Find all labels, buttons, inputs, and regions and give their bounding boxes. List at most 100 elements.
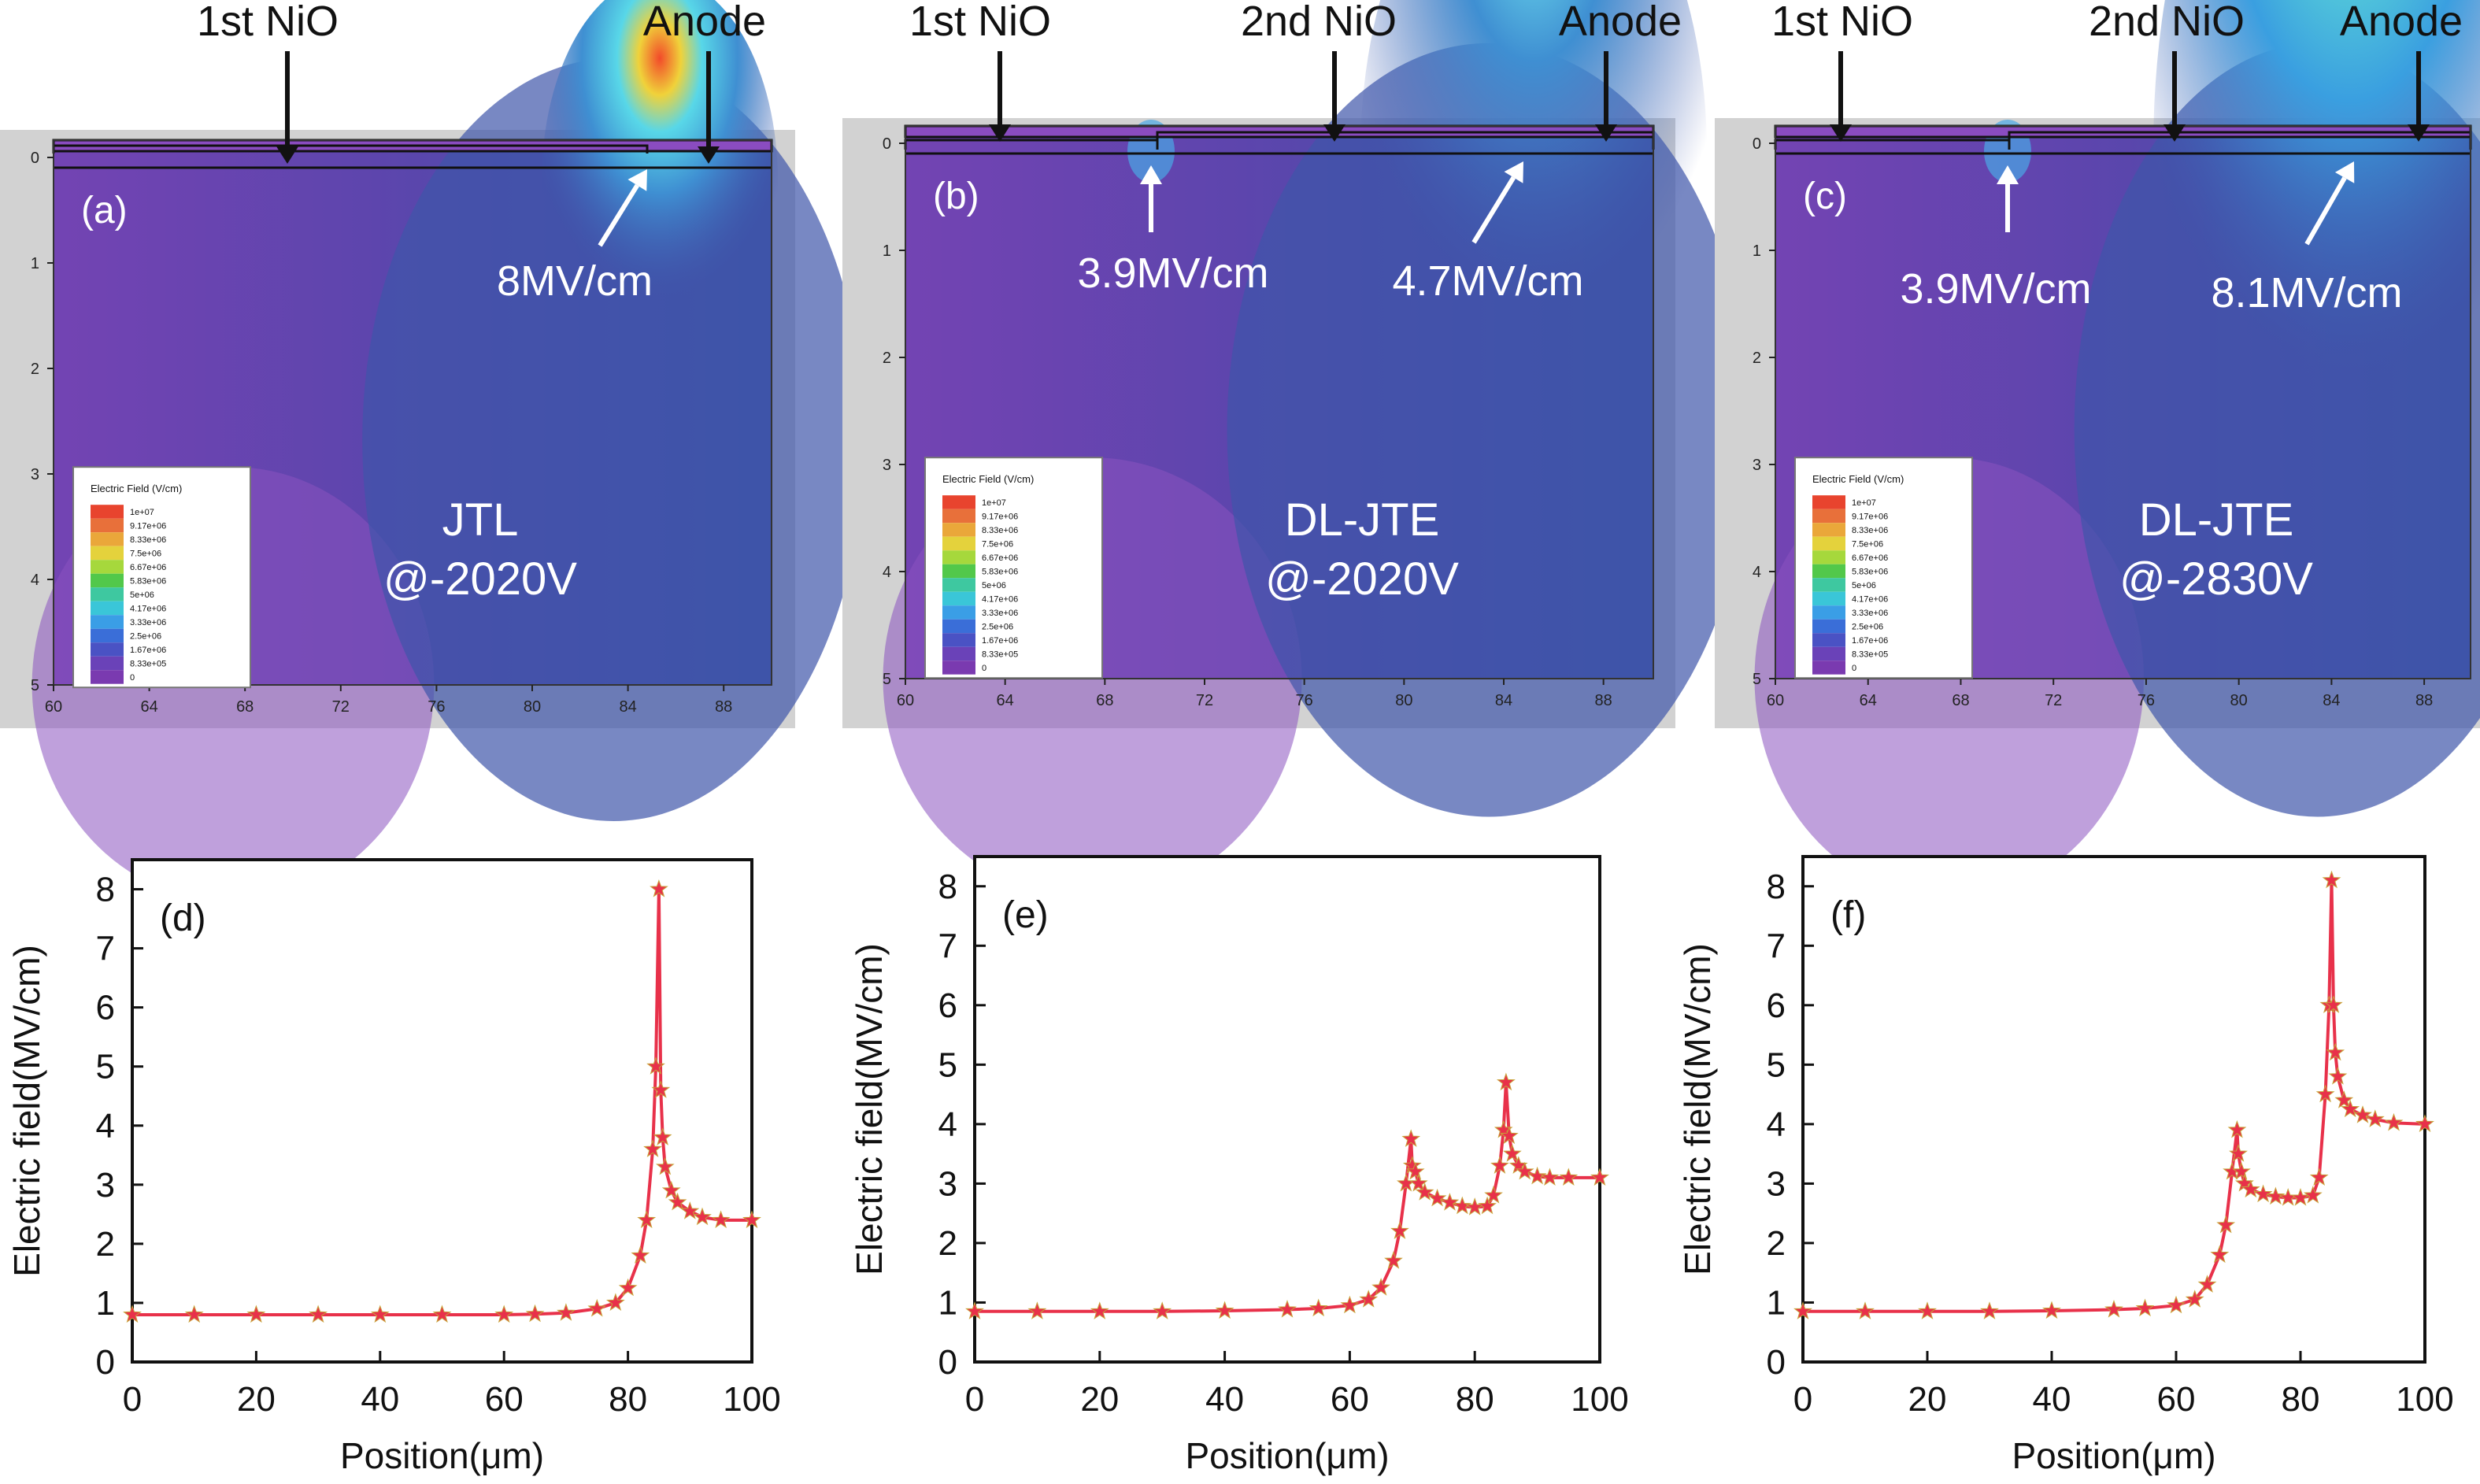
data-point bbox=[1278, 1299, 1297, 1318]
x-tick-label: 64 bbox=[997, 692, 1014, 709]
y-tick-label: 2 bbox=[938, 1224, 957, 1263]
legend-value: 6.67e+06 bbox=[982, 553, 1018, 563]
legend-swatch bbox=[942, 495, 975, 509]
y-tick-label: 2 bbox=[96, 1225, 115, 1264]
x-tick-label: 60 bbox=[2157, 1380, 2196, 1419]
x-tick-label: 84 bbox=[619, 698, 636, 716]
heatmap-panel: 60 64 68 72 76 80 84 88 0 1 2 3 4 5 (a) Electric Field … bbox=[0, 0, 865, 903]
x-tick-label: 0 bbox=[123, 1380, 142, 1419]
plot-frame bbox=[1801, 855, 2426, 1364]
y-tick-label: 3 bbox=[31, 466, 39, 483]
legend-value: 8.33e+05 bbox=[1852, 650, 1888, 660]
line-plot: 0 20 40 60 80 100 0 1 2 3 4 5 6 7 8 Position(μm) Electri… bbox=[849, 855, 1629, 1476]
legend-swatch bbox=[91, 532, 124, 546]
data-point bbox=[1527, 1166, 1547, 1185]
y-axis-label: Electric field(MV/cm) bbox=[6, 945, 47, 1277]
x-tick-label: 72 bbox=[1196, 692, 1213, 709]
data-point bbox=[651, 1080, 671, 1098]
legend-swatch bbox=[942, 550, 975, 564]
data-point bbox=[1090, 1301, 1109, 1319]
legend-value: 2.5e+06 bbox=[1852, 623, 1883, 632]
legend-swatch bbox=[942, 605, 975, 620]
legend-value: 0 bbox=[130, 673, 135, 683]
x-tick-label: 80 bbox=[524, 698, 541, 716]
data-point bbox=[656, 1156, 675, 1175]
data-point bbox=[742, 1210, 761, 1228]
legend-swatch bbox=[1812, 605, 1845, 620]
annotation-arrow-head bbox=[1323, 124, 1345, 142]
x-tick-label: 68 bbox=[1952, 692, 1969, 709]
panel-caption-title: JTL bbox=[442, 494, 519, 546]
y-tick-label: 7 bbox=[96, 930, 115, 968]
legend-value: 0 bbox=[1852, 664, 1856, 673]
data-point bbox=[1408, 1173, 1428, 1192]
panel-label: (f) bbox=[1830, 894, 1866, 936]
x-axis-label: Position(μm) bbox=[340, 1435, 544, 1476]
data-point bbox=[1453, 1196, 1472, 1215]
x-tick-label: 0 bbox=[965, 1380, 984, 1419]
y-tick-label: 1 bbox=[1753, 242, 1761, 260]
data-point bbox=[661, 1180, 681, 1199]
y-tick-label: 2 bbox=[1767, 1224, 1786, 1263]
data-point bbox=[631, 1245, 650, 1264]
legend-value: 5e+06 bbox=[130, 590, 154, 600]
x-tick-label: 76 bbox=[428, 698, 445, 716]
y-tick-label: 2 bbox=[1753, 350, 1761, 367]
data-point bbox=[711, 1210, 731, 1229]
data-point bbox=[2241, 1179, 2260, 1198]
annotation-arrow-head bbox=[698, 146, 720, 164]
legend-swatch bbox=[1812, 523, 1845, 537]
legend-value: 1e+07 bbox=[130, 508, 154, 517]
plot-border bbox=[53, 139, 772, 686]
y-tick-label: 8 bbox=[1767, 868, 1786, 906]
legend-swatch bbox=[1812, 578, 1845, 592]
x-tick-label: 64 bbox=[1860, 692, 1877, 709]
data-point bbox=[653, 1127, 672, 1145]
data-point bbox=[680, 1201, 700, 1219]
legend-title: Electric Field (V/cm) bbox=[91, 483, 182, 494]
legend-swatch bbox=[1812, 591, 1845, 606]
legend-value: 1.67e+06 bbox=[130, 646, 166, 655]
y-tick-label: 0 bbox=[1753, 135, 1761, 153]
x-tick-label: 72 bbox=[332, 698, 350, 716]
legend-value: 5e+06 bbox=[982, 581, 1006, 590]
x-tick-label: 0 bbox=[1793, 1380, 1812, 1419]
legend-value: 5.83e+06 bbox=[1852, 568, 1888, 577]
x-tick-label: 60 bbox=[1331, 1380, 1369, 1419]
legend-swatch bbox=[1812, 550, 1845, 564]
legend-value: 8.33e+06 bbox=[130, 535, 166, 545]
legend-swatch bbox=[91, 587, 124, 601]
y-tick-label: 0 bbox=[883, 135, 891, 153]
plot-border bbox=[1775, 125, 2471, 679]
x-tick-label: 76 bbox=[2138, 692, 2155, 709]
panel-label: (d) bbox=[160, 897, 206, 939]
legend-swatch bbox=[942, 633, 975, 647]
annotation-arrow-head bbox=[2408, 124, 2430, 142]
data-point bbox=[2291, 1187, 2310, 1206]
data-point bbox=[965, 1301, 984, 1319]
y-tick-label: 4 bbox=[1767, 1105, 1786, 1144]
legend-swatch bbox=[1812, 564, 1845, 579]
legend-swatch bbox=[91, 505, 124, 519]
x-tick-label: 68 bbox=[1096, 692, 1113, 709]
data-point bbox=[1515, 1161, 1534, 1180]
legend-value: 2.5e+06 bbox=[130, 632, 161, 642]
y-axis-label: Electric field(MV/cm) bbox=[1677, 943, 1718, 1275]
data-point bbox=[2185, 1290, 2204, 1308]
legend-title: Electric Field (V/cm) bbox=[942, 473, 1034, 485]
data-point bbox=[1918, 1301, 1937, 1319]
legend-swatch bbox=[91, 546, 124, 561]
data-point bbox=[2341, 1099, 2360, 1118]
data-point bbox=[668, 1192, 687, 1211]
x-tick-label: 20 bbox=[1908, 1380, 1947, 1419]
peak-label: 8MV/cm bbox=[497, 257, 653, 305]
panel-caption-voltage: @-2020V bbox=[1265, 553, 1459, 605]
data-point bbox=[2210, 1245, 2230, 1264]
peak-arrow bbox=[1471, 176, 1516, 244]
y-tick-label: 0 bbox=[96, 1343, 115, 1382]
legend-value: 9.17e+06 bbox=[130, 522, 166, 531]
peak-label: 4.7MV/cm bbox=[1392, 257, 1583, 305]
data-point bbox=[1384, 1251, 1403, 1269]
top-annotation: Anode bbox=[2340, 0, 2463, 45]
legend-value: 4.17e+06 bbox=[130, 605, 166, 614]
